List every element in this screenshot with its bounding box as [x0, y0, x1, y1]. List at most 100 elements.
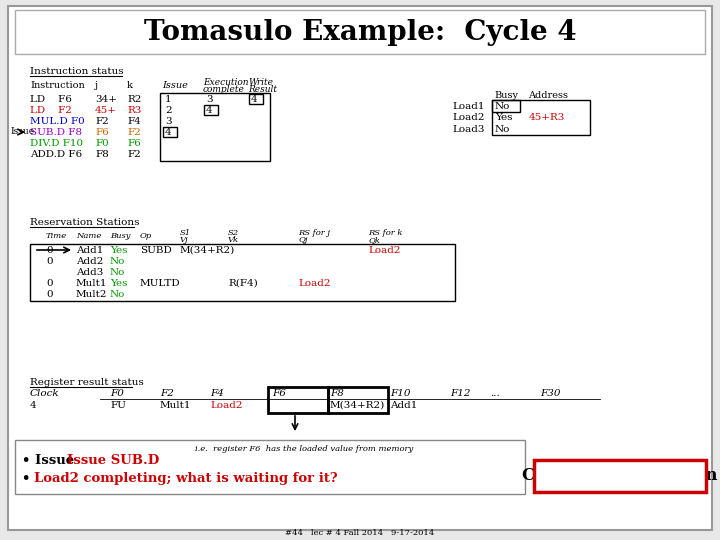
- Text: Mult1: Mult1: [160, 401, 192, 410]
- Text: F12: F12: [450, 389, 470, 398]
- Text: S1: S1: [180, 229, 191, 237]
- Text: F0: F0: [95, 139, 109, 148]
- Text: Vj: Vj: [180, 236, 189, 244]
- Text: Add1: Add1: [76, 246, 104, 255]
- Text: No: No: [110, 290, 125, 299]
- Text: ADD.D F6: ADD.D F6: [30, 150, 82, 159]
- Text: Load1: Load1: [452, 102, 485, 111]
- Text: M(34+R2): M(34+R2): [180, 246, 235, 255]
- Text: Load2: Load2: [210, 401, 243, 410]
- Text: Add3: Add3: [76, 268, 104, 277]
- Bar: [15, 440, 525, 494]
- Text: F2: F2: [95, 117, 109, 126]
- Text: 0: 0: [46, 279, 53, 288]
- Text: FU: FU: [110, 401, 126, 410]
- Text: Address: Address: [528, 91, 568, 100]
- Text: F2: F2: [160, 389, 174, 398]
- Bar: [15, 10, 705, 54]
- Text: F0: F0: [110, 389, 124, 398]
- Text: F8: F8: [330, 389, 344, 398]
- Text: No: No: [110, 257, 125, 266]
- Text: 3: 3: [206, 95, 212, 104]
- Text: F6: F6: [272, 389, 286, 398]
- Text: Load2: Load2: [368, 246, 400, 255]
- Text: 45+R3: 45+R3: [529, 113, 565, 123]
- Text: F6: F6: [95, 128, 109, 137]
- Text: 4: 4: [30, 401, 37, 410]
- Text: Op: Op: [140, 232, 152, 240]
- Text: 2: 2: [165, 106, 171, 115]
- Text: F4: F4: [127, 117, 140, 126]
- Text: CMPE 550 - Shaaban: CMPE 550 - Shaaban: [522, 468, 718, 484]
- Text: Issue SUB.D: Issue SUB.D: [67, 454, 159, 467]
- Text: M(34+R2): M(34+R2): [330, 401, 385, 410]
- Text: RS for k: RS for k: [368, 229, 402, 237]
- Text: 0: 0: [46, 246, 53, 255]
- Text: Load2: Load2: [298, 279, 330, 288]
- Text: 4: 4: [206, 106, 212, 115]
- Text: Load2: Load2: [452, 113, 485, 123]
- Text: •: •: [22, 472, 35, 485]
- Text: SUBD: SUBD: [140, 246, 172, 255]
- Text: Busy: Busy: [110, 232, 130, 240]
- Text: Yes: Yes: [110, 279, 127, 288]
- Text: Yes: Yes: [110, 246, 127, 255]
- Text: Name: Name: [76, 232, 102, 240]
- Text: Result: Result: [248, 85, 277, 94]
- Text: F2: F2: [127, 150, 140, 159]
- Text: LD    F2: LD F2: [30, 106, 72, 115]
- Text: Instruction: Instruction: [30, 81, 85, 90]
- Text: 4: 4: [251, 95, 258, 104]
- Text: Issue: Issue: [162, 81, 188, 90]
- Text: Write: Write: [248, 78, 273, 87]
- Bar: [163, 127, 177, 137]
- Text: Clock: Clock: [30, 389, 60, 398]
- Text: Execution: Execution: [203, 78, 248, 87]
- Text: Busy: Busy: [494, 91, 518, 100]
- Text: Tomasulo Example:  Cycle 4: Tomasulo Example: Cycle 4: [144, 19, 576, 46]
- Text: Mult1: Mult1: [76, 279, 107, 288]
- Text: F2: F2: [127, 128, 140, 137]
- Text: Mult2: Mult2: [76, 290, 107, 299]
- Text: R3: R3: [127, 106, 141, 115]
- Bar: [30, 244, 455, 301]
- Text: Register result status: Register result status: [30, 378, 144, 387]
- Text: No: No: [495, 102, 510, 111]
- Text: MULTD: MULTD: [140, 279, 181, 288]
- Text: F4: F4: [210, 389, 224, 398]
- Text: R(F4): R(F4): [228, 279, 258, 288]
- Text: Vk: Vk: [228, 236, 239, 244]
- Text: R2: R2: [127, 95, 141, 104]
- Text: ...: ...: [490, 389, 500, 398]
- Bar: [492, 100, 590, 135]
- Text: MUL.D F0: MUL.D F0: [30, 117, 85, 126]
- Text: S2: S2: [228, 229, 239, 237]
- Bar: [160, 93, 270, 161]
- Text: Instruction status: Instruction status: [30, 67, 124, 76]
- Text: j: j: [95, 81, 98, 90]
- Text: No: No: [110, 268, 125, 277]
- Text: Reservation Stations: Reservation Stations: [30, 218, 140, 227]
- Bar: [204, 105, 218, 115]
- Text: Add1: Add1: [390, 401, 418, 410]
- Bar: [249, 94, 263, 104]
- Text: 3: 3: [165, 117, 171, 126]
- Text: 1: 1: [165, 95, 171, 104]
- Bar: [328, 387, 388, 413]
- Text: Time: Time: [46, 232, 67, 240]
- Text: complete: complete: [203, 85, 245, 94]
- Text: Qj: Qj: [298, 236, 307, 244]
- Text: F10: F10: [390, 389, 410, 398]
- Text: No: No: [495, 125, 510, 134]
- Text: 0: 0: [46, 290, 53, 299]
- Bar: [268, 387, 328, 413]
- Text: Qk: Qk: [368, 236, 380, 244]
- Text: • Issue: • Issue: [22, 454, 78, 467]
- Bar: [534, 460, 706, 492]
- Text: DIV.D F10: DIV.D F10: [30, 139, 83, 148]
- Text: Load3: Load3: [452, 125, 485, 134]
- Text: 34+: 34+: [95, 95, 117, 104]
- Text: F6: F6: [127, 139, 140, 148]
- Text: Issue: Issue: [10, 127, 34, 137]
- Bar: [492, 100, 520, 111]
